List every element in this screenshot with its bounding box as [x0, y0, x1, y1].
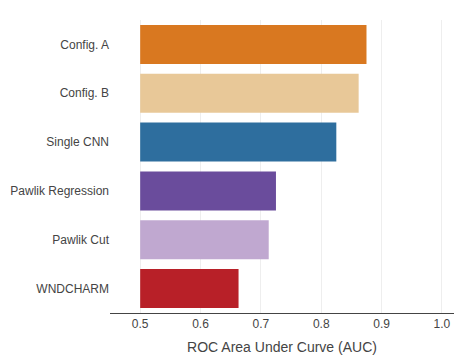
svg-text:Config. A: Config. A: [60, 38, 109, 52]
svg-text:0.8: 0.8: [313, 317, 330, 331]
svg-text:0.6: 0.6: [192, 317, 209, 331]
svg-text:ROC Area Under Curve (AUC): ROC Area Under Curve (AUC): [187, 339, 377, 355]
svg-text:0.5: 0.5: [132, 317, 149, 331]
svg-text:Single CNN: Single CNN: [46, 135, 109, 149]
svg-text:Pawlik Cut: Pawlik Cut: [52, 233, 109, 247]
svg-text:0.7: 0.7: [253, 317, 270, 331]
svg-text:1.0: 1.0: [434, 317, 451, 331]
svg-text:Pawlik Regression: Pawlik Regression: [10, 184, 109, 198]
svg-text:0.9: 0.9: [373, 317, 390, 331]
svg-text:Config. B: Config. B: [60, 86, 109, 100]
svg-text:WNDCHARM: WNDCHARM: [36, 282, 109, 296]
